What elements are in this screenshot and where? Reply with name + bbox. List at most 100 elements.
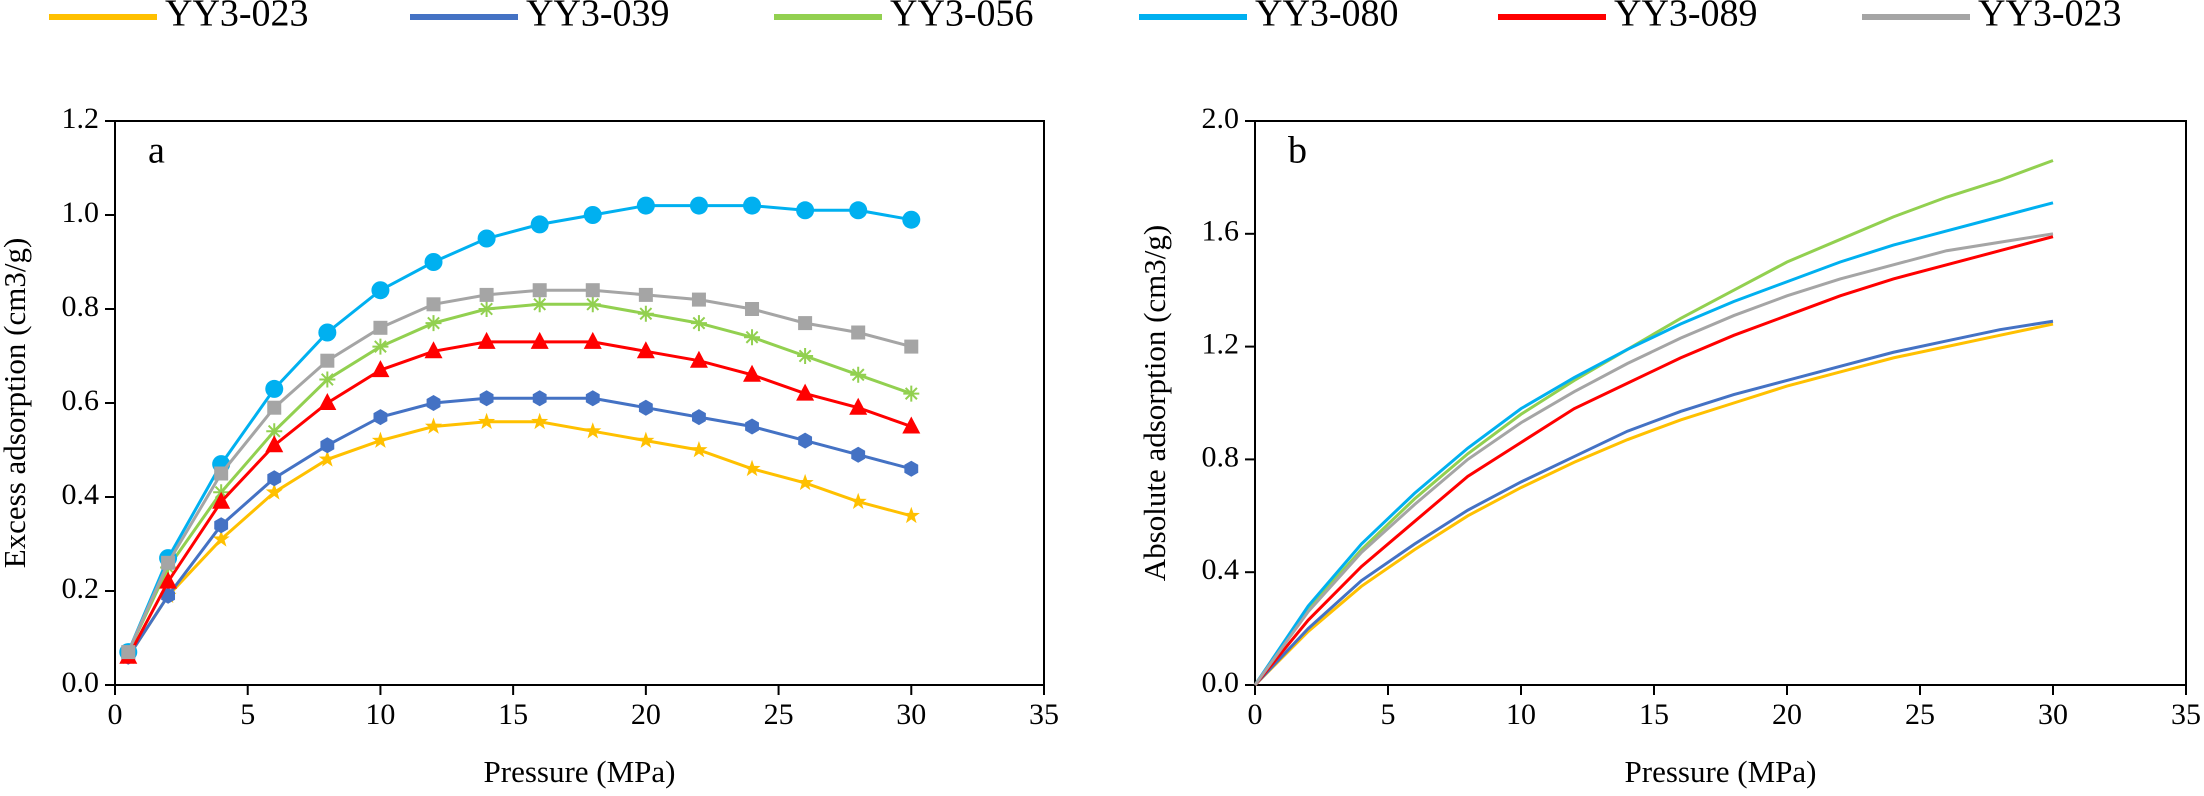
legend-label: YY3-080 — [1255, 0, 1399, 35]
x-tick-label: 15 — [498, 698, 528, 731]
marker — [850, 366, 867, 383]
marker — [478, 301, 495, 317]
marker — [851, 325, 866, 340]
legend-label: YY3-039 — [526, 0, 670, 35]
marker — [424, 417, 443, 434]
y-tick-label: 0.6 — [62, 384, 100, 417]
marker — [584, 422, 602, 439]
marker — [532, 283, 547, 298]
marker — [371, 431, 389, 448]
marker — [690, 441, 708, 458]
x-tick-label: 5 — [240, 698, 255, 731]
legend-label: YY3-023 — [165, 0, 309, 35]
marker — [583, 331, 602, 349]
legend-label: YY3-023 — [1978, 0, 2122, 35]
marker — [585, 283, 600, 298]
series-line — [1253, 319, 2054, 687]
marker — [267, 470, 282, 487]
legend-label: YY3-056 — [890, 0, 1034, 35]
marker — [214, 517, 229, 534]
series-line — [1253, 322, 2054, 687]
marker — [320, 353, 335, 368]
plot-frame — [1254, 120, 2187, 686]
marker — [266, 423, 283, 440]
legend-label: YY3-089 — [1614, 0, 1758, 35]
x-tick-label: 35 — [1029, 698, 1059, 731]
series-line — [127, 396, 912, 658]
series-line — [1253, 232, 2054, 686]
marker — [320, 437, 335, 454]
marker — [584, 296, 601, 313]
plot-frame — [114, 120, 1045, 686]
marker — [849, 201, 868, 220]
x-tick-label: 25 — [764, 698, 794, 731]
marker — [425, 315, 442, 332]
marker — [372, 338, 389, 355]
x-axis-title: Pressure (MPa) — [484, 754, 676, 789]
marker — [849, 492, 867, 509]
marker — [636, 196, 655, 215]
marker — [691, 292, 706, 307]
x-tick-label: 0 — [108, 698, 123, 731]
x-tick-label: 10 — [1506, 698, 1536, 731]
x-axis-title: Pressure (MPa) — [1625, 754, 1817, 789]
y-tick-label: 0.4 — [1202, 553, 1240, 586]
marker — [426, 297, 441, 312]
x-tick-label: 20 — [631, 698, 661, 731]
y-tick-label: 1.6 — [1202, 215, 1240, 248]
y-axis-title: Excess adsorption (cm3/g) — [0, 238, 32, 569]
marker — [797, 348, 814, 364]
marker — [849, 397, 868, 415]
series-line — [127, 420, 912, 658]
marker — [319, 371, 336, 388]
marker — [689, 196, 708, 215]
marker — [479, 287, 494, 302]
marker — [532, 390, 547, 407]
marker — [477, 229, 496, 248]
marker — [637, 431, 655, 448]
marker — [371, 281, 390, 300]
marker — [583, 206, 602, 224]
x-tick-label: 5 — [1381, 698, 1396, 731]
marker — [265, 435, 284, 453]
marker — [373, 320, 388, 335]
marker — [743, 459, 761, 477]
y-tick-label: 1.0 — [62, 196, 100, 229]
marker — [424, 253, 443, 271]
marker — [121, 645, 136, 660]
marker — [424, 341, 443, 359]
panel-label: b — [1288, 130, 1307, 172]
x-tick-label: 20 — [1772, 698, 1802, 731]
marker — [851, 446, 866, 463]
marker — [265, 379, 284, 398]
marker — [318, 450, 336, 467]
marker — [530, 331, 549, 349]
y-tick-label: 0.8 — [1202, 440, 1240, 473]
marker — [796, 201, 815, 220]
marker — [531, 296, 548, 313]
marker — [477, 331, 496, 349]
marker — [902, 416, 921, 434]
marker — [212, 491, 231, 509]
y-tick-label: 2.0 — [1202, 102, 1240, 135]
marker — [902, 506, 920, 524]
y-tick-label: 0.4 — [62, 478, 100, 511]
marker — [585, 390, 600, 407]
marker — [478, 412, 496, 430]
marker — [903, 385, 920, 402]
x-tick-label: 0 — [1248, 698, 1263, 731]
marker — [371, 360, 390, 378]
marker — [212, 530, 230, 547]
marker — [638, 287, 653, 302]
series-line — [1253, 201, 2054, 686]
marker — [798, 316, 813, 331]
panel-label: a — [148, 130, 165, 172]
series-line — [126, 288, 912, 653]
x-tick-label: 15 — [1639, 698, 1669, 731]
marker — [743, 196, 762, 215]
marker — [531, 412, 549, 430]
y-tick-label: 0.0 — [62, 666, 100, 699]
marker — [796, 473, 814, 491]
y-tick-label: 1.2 — [62, 102, 100, 135]
